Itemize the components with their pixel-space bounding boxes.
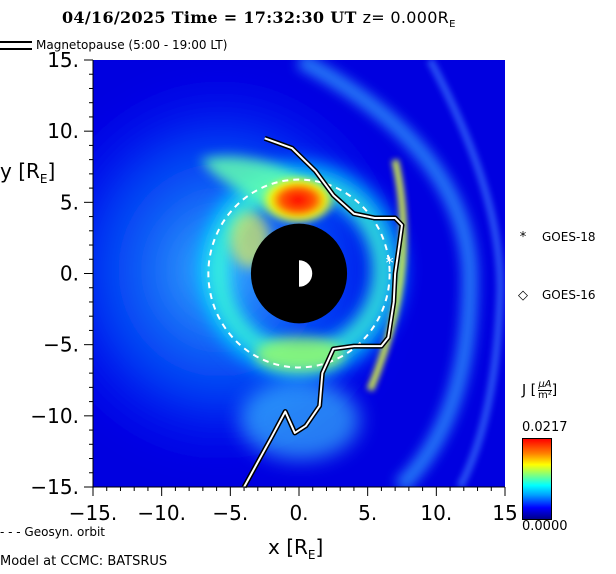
field-bowshock-outer (296, 60, 479, 487)
satellite-marker: * (386, 253, 394, 272)
colorbar-max-label: 0.0217 (522, 420, 568, 435)
satellite-name: GOES-16 (542, 288, 596, 302)
colorbar-label: J [µA m²] (522, 379, 558, 401)
geosyn-orbit-circle (207, 178, 391, 369)
magnetopause-legend-label: Magnetopause (5:00 - 19:00 LT) (36, 38, 228, 52)
y-axis-label: y [RE] (0, 159, 55, 186)
magnetopause-core (243, 137, 403, 488)
x-tick-label: −10. (137, 501, 186, 525)
y-tick-label: −5. (43, 333, 79, 357)
x-tick-label: 15 (492, 501, 517, 525)
magnetopause-line-swatch (0, 41, 32, 50)
y-tick-label: 0. (60, 262, 79, 286)
title-z-plane: z= 0.000RE (362, 8, 456, 31)
colorbar-min-label: 0.0000 (522, 519, 568, 534)
title-timestamp: 04/16/2025 Time = 17:32:30 UT (62, 8, 357, 27)
satellite-legend-goes18: * GOES-18 (516, 230, 596, 245)
satellite-markers: * (386, 253, 394, 272)
y-axis-ticks: 15. 10. 5. 0. −5. −10. −15. (30, 48, 93, 499)
field-hotspot-north (258, 174, 338, 226)
y-tick-label: 5. (60, 190, 79, 214)
field-bowshock-inner (366, 159, 407, 392)
x-tick-label: 0. (289, 501, 308, 525)
y-tick-label: −15. (30, 475, 79, 499)
satellite-legend-goes16: ◇ GOES-16 (516, 288, 596, 303)
x-tick-label: 10. (420, 501, 452, 525)
asterisk-icon: * (519, 230, 527, 245)
diamond-icon: ◇ (518, 288, 528, 303)
geosyn-orbit-legend: - - - Geosyn. orbit (0, 525, 105, 539)
x-axis-ticks: −15. −10. −5. 0. 5. 10. 15 (69, 487, 518, 525)
colorbar (522, 438, 552, 520)
field-bowshock-far (426, 60, 505, 487)
x-tick-label: −5. (212, 501, 248, 525)
satellite-name: GOES-18 (542, 230, 596, 244)
y-tick-label: 15. (47, 48, 79, 72)
inner-boundary (250, 223, 348, 324)
plot-title: 04/16/2025 Time = 17:32:30 UT z= 0.000RE (62, 8, 456, 30)
earth-nightside (285, 259, 299, 288)
magnetopause-line (241, 135, 405, 489)
magnetopause-legend: Magnetopause (5:00 - 19:00 LT) (0, 38, 227, 52)
x-tick-label: 5. (358, 501, 377, 525)
y-tick-label: 10. (47, 119, 79, 143)
x-tick-label: −15. (69, 501, 118, 525)
field-tail-south (240, 380, 360, 460)
x-axis-label: x [RE] (268, 535, 323, 562)
geosynchronous-orbit (207, 178, 391, 369)
current-density-field (93, 60, 505, 487)
model-credit: Model at CCMC: BATSRUS (0, 554, 168, 569)
y-tick-label: −10. (30, 404, 79, 428)
